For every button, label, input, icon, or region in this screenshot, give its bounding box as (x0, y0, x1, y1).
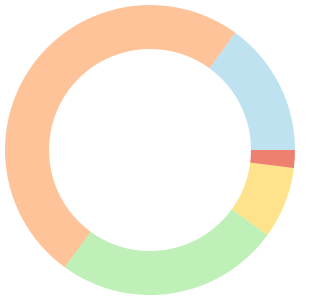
donut-segment (64, 209, 268, 295)
donut-segment (250, 150, 295, 169)
donut-segment (209, 32, 295, 150)
chart (5, 4, 295, 295)
donut-segment (231, 162, 294, 236)
donut-segment (5, 4, 236, 268)
